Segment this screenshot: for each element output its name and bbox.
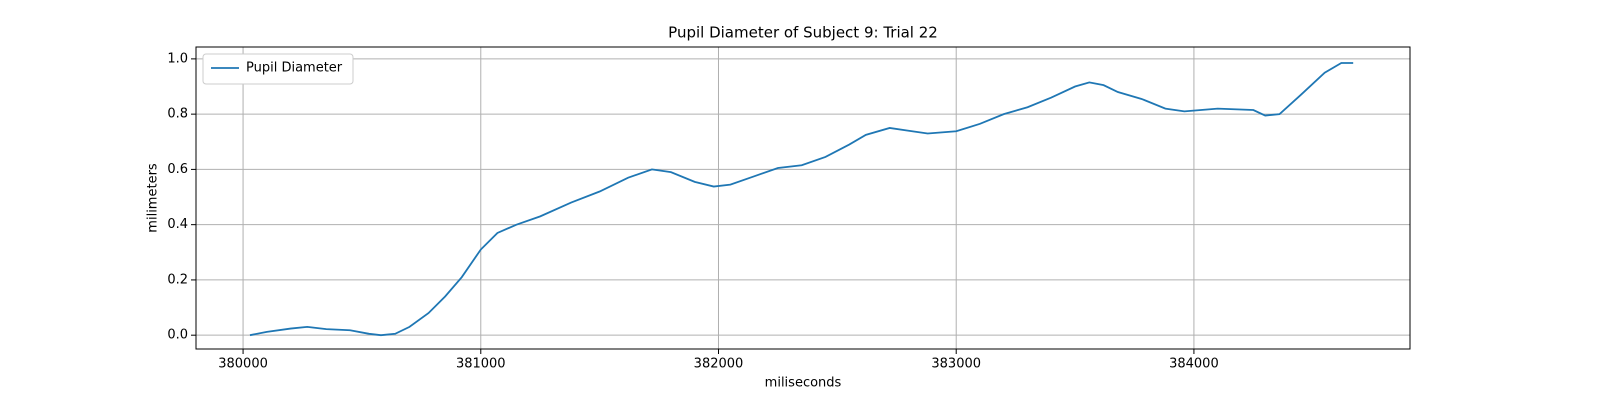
y-tick-label: 0.8 — [167, 107, 188, 122]
data-line — [249, 62, 1354, 337]
y-tick-label: 0.6 — [167, 162, 188, 177]
x-tick-label: 381000 — [456, 357, 506, 372]
legend-label: Pupil Diameter — [246, 61, 343, 76]
y-tick-label: 1.0 — [167, 51, 188, 66]
plot-frame — [195, 46, 1411, 350]
chart-title: Pupil Diameter of Subject 9: Trial 22 — [668, 24, 938, 42]
x-axis-label: miliseconds — [765, 376, 842, 391]
y-tick-label: 0.4 — [167, 217, 188, 232]
x-tick-label: 382000 — [694, 357, 744, 372]
y-tick-label: 0.0 — [167, 328, 188, 343]
y-tick-label: 0.2 — [167, 272, 188, 287]
x-tick-label: 380000 — [218, 357, 268, 372]
legend-box — [202, 53, 354, 85]
x-tick-label: 383000 — [931, 357, 981, 372]
y-axis-label: milimeters — [146, 163, 161, 233]
x-tick-label: 384000 — [1169, 357, 1219, 372]
